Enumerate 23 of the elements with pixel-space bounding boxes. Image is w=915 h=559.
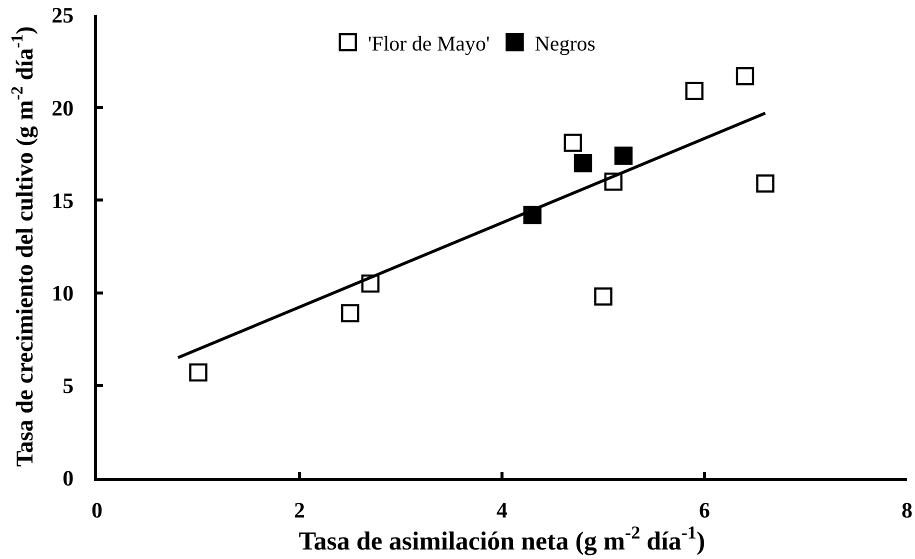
point — [341, 304, 360, 322]
point — [756, 174, 774, 193]
y-tick-label: 25 — [52, 2, 74, 28]
x-axis-title: Tasa de asimilación neta (g m$^{-2}$ día$^{-1}$) — [298, 522, 706, 556]
legend-label: Negros — [534, 31, 596, 56]
x-tick-label: 0 — [92, 497, 102, 522]
x-tick-label: 8 — [902, 497, 912, 522]
y-tick-label: 0 — [62, 466, 74, 491]
point — [614, 146, 633, 165]
x-tick-label: 4 — [496, 497, 508, 522]
point — [685, 82, 704, 100]
y-tick-label: 15 — [52, 188, 74, 213]
point — [189, 363, 208, 382]
point — [574, 154, 592, 172]
y-tick-label: 10 — [52, 280, 74, 306]
point — [564, 134, 582, 152]
point — [736, 67, 754, 86]
x-tick-label: 2 — [294, 497, 305, 522]
y-tick-label: 5 — [62, 373, 74, 398]
legend-label: 'Flor de Mayo' — [368, 31, 490, 56]
y-tick-label: 20 — [52, 95, 74, 120]
point — [594, 287, 612, 306]
x-tick-label: 6 — [699, 497, 710, 522]
